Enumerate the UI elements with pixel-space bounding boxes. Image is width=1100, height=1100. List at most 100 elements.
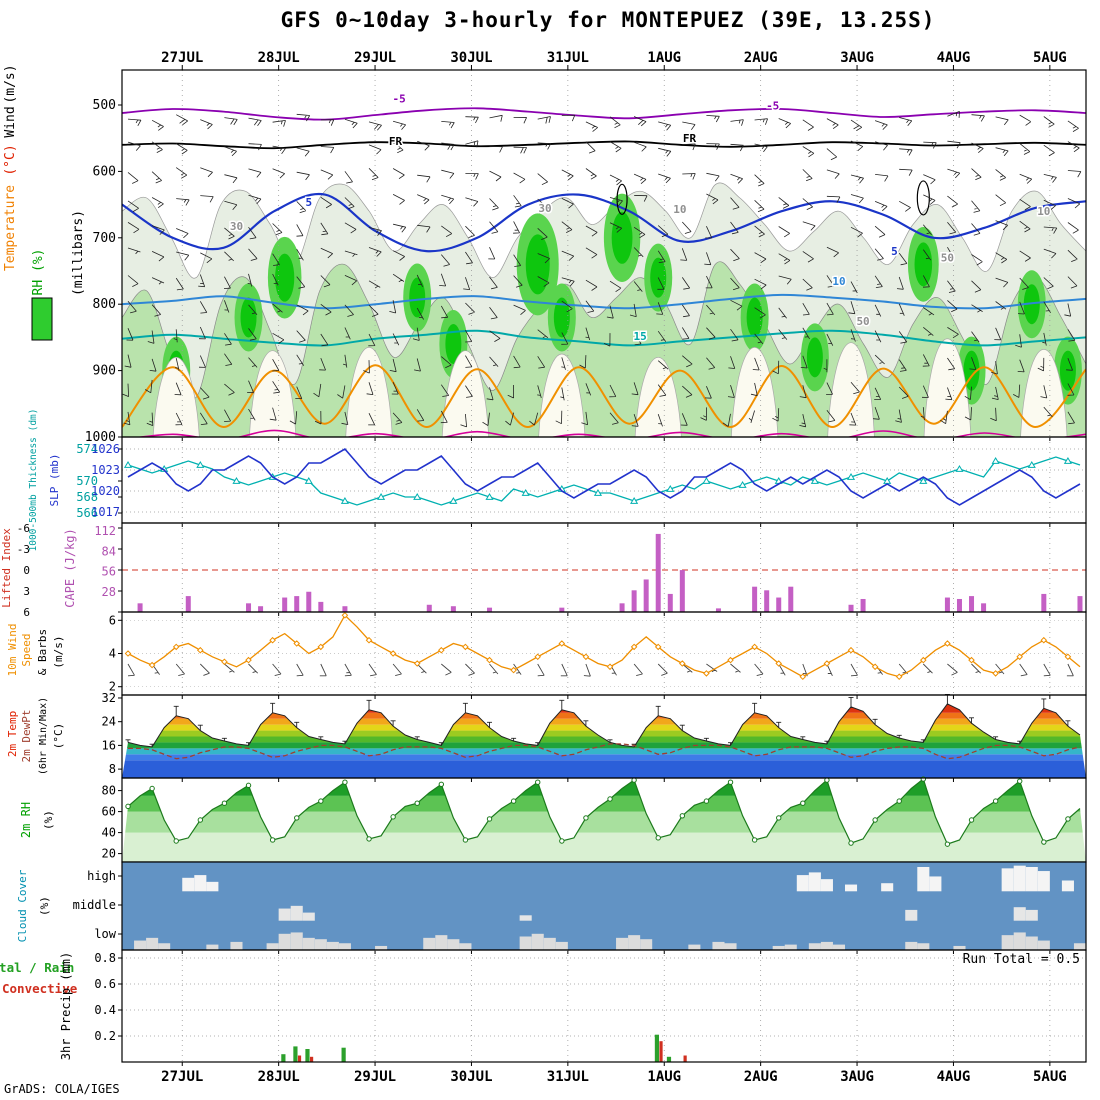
cape-bar — [450, 606, 456, 612]
cape-bar — [487, 607, 493, 612]
thickness-line — [127, 456, 1081, 506]
svg-text:2AUG: 2AUG — [744, 1069, 778, 1085]
cloud-bar-low — [688, 944, 701, 950]
svg-text:10: 10 — [1037, 205, 1050, 218]
svg-text:& Barbs: & Barbs — [36, 629, 49, 675]
svg-text:28: 28 — [102, 585, 116, 599]
svg-text:5AUG: 5AUG — [1033, 1069, 1067, 1085]
svg-text:24: 24 — [102, 715, 116, 729]
panel-cape-lifted-index: -6 -3 0 3 6 112 84 56 28 Lifted Index CAPE (J/kg) — [0, 522, 1087, 619]
cape-bar — [752, 586, 758, 612]
svg-text:10m Wind: 10m Wind — [6, 624, 19, 677]
svg-text:900: 900 — [93, 364, 116, 379]
isotherm-15 — [122, 329, 1086, 347]
svg-text:574: 574 — [76, 442, 98, 456]
cloud-bar-low — [1037, 940, 1050, 950]
precip-bar-total — [654, 1034, 660, 1062]
cloud-bar-high — [194, 875, 207, 892]
svg-text:(°C): (°C) — [3, 144, 18, 175]
svg-text:15: 15 — [634, 330, 647, 343]
cape-bar — [679, 570, 685, 612]
svg-text:FR: FR — [389, 135, 403, 148]
run-total-label: Run Total = 0.5 — [963, 952, 1080, 967]
svg-text:1AUG: 1AUG — [647, 50, 681, 66]
svg-text:1000-500mb Thickness (dm): 1000-500mb Thickness (dm) — [28, 409, 39, 552]
svg-text:0.8: 0.8 — [94, 951, 116, 965]
cloud-bar-low — [447, 939, 460, 950]
precip-bar-convective — [309, 1056, 314, 1062]
svg-text:-5: -5 — [393, 92, 406, 105]
cloud-bar-low — [832, 944, 846, 950]
cloud-bar-high — [182, 877, 195, 892]
svg-text:FR: FR — [683, 132, 697, 145]
cape-bar — [643, 579, 649, 612]
dewpoint-line — [128, 743, 1081, 760]
svg-text:0.4: 0.4 — [94, 1003, 116, 1017]
cloud-panel-bg — [122, 862, 1086, 950]
cloud-bar-low — [519, 936, 532, 950]
svg-text:27JUL: 27JUL — [161, 1069, 203, 1085]
svg-text:4: 4 — [109, 647, 116, 661]
svg-text:8: 8 — [109, 762, 116, 776]
svg-text:(m/s): (m/s) — [3, 64, 18, 103]
svg-text:568: 568 — [76, 490, 98, 504]
cape-bar — [788, 586, 794, 612]
svg-text:50: 50 — [941, 252, 954, 265]
svg-text:5: 5 — [305, 196, 312, 209]
cloud-bar-low — [423, 937, 436, 950]
svg-text:566: 566 — [76, 506, 98, 520]
cloud-bar-low — [459, 943, 472, 950]
cloud-bar-low — [905, 941, 918, 950]
cape-bar — [246, 603, 252, 612]
svg-text:50: 50 — [856, 315, 869, 328]
chart-title: GFS 0~10day 3-hourly for MONTEPUEZ (39E,… — [280, 8, 936, 32]
cape-bar — [426, 604, 432, 612]
svg-text:0: 0 — [23, 564, 30, 577]
panel-upper-air: -5 -5 FR FR 5 5 10 15 30 30 10 10 50 50 500 600 700 800 90… — [3, 64, 1087, 445]
svg-text:30JUL: 30JUL — [450, 50, 492, 66]
panel-2m-temp-dewpt: 8 16 24 32 2m Temp 2m DewPt (6hr Min/Max) (°C) — [6, 691, 1087, 782]
svg-text:30: 30 — [230, 220, 243, 233]
cloud-bar-low — [772, 945, 785, 950]
cloud-bar-low — [314, 939, 327, 950]
isotherm--5 — [122, 107, 1086, 121]
svg-text:1017: 1017 — [91, 505, 120, 519]
cloud-bar-middle — [519, 915, 532, 921]
cape-bar — [631, 590, 637, 612]
svg-text:56: 56 — [102, 565, 116, 579]
cape-bar — [1041, 593, 1047, 612]
svg-text:6: 6 — [23, 606, 30, 619]
svg-text:Cloud Cover: Cloud Cover — [16, 869, 29, 942]
svg-text:Wind: Wind — [3, 106, 18, 137]
svg-text:RH (%): RH (%) — [31, 249, 46, 296]
panel-10m-wind: 2 4 6 10m Wind Speed & Barbs (m/s) — [6, 611, 1087, 699]
svg-text:(%): (%) — [42, 810, 55, 830]
svg-text:4AUG: 4AUG — [937, 50, 971, 66]
cloud-bar-low — [435, 935, 448, 950]
svg-text:Temperature: Temperature — [3, 185, 18, 271]
rh-legend-swatch — [31, 297, 53, 341]
svg-text:-6: -6 — [17, 522, 30, 535]
cape-bar — [860, 598, 866, 612]
cloud-bar-low — [302, 937, 315, 950]
cloud-bar-high — [917, 867, 930, 892]
svg-text:3hr Precip (mm): 3hr Precip (mm) — [59, 952, 73, 1060]
cape-bar — [715, 608, 721, 612]
svg-text:27JUL: 27JUL — [161, 50, 203, 66]
cape-bar — [318, 601, 324, 612]
precip-bar-total — [341, 1047, 346, 1062]
svg-text:1000: 1000 — [85, 430, 116, 445]
svg-text:1023: 1023 — [91, 463, 120, 477]
panel-slp-thickness: 574 570 568 566 1026 1023 1020 1017 1000-500mb T… — [28, 409, 1087, 552]
grads-credit: GrADS: COLA/IGES — [4, 1082, 120, 1096]
time-axis: 27JUL 27JUL 28JUL 28JUL 29JUL 29JUL 30JUL 30JUL… — [161, 50, 1067, 1085]
svg-text:80: 80 — [102, 784, 116, 798]
svg-text:3AUG: 3AUG — [840, 1069, 874, 1085]
cape-bar — [282, 597, 288, 612]
svg-text:10: 10 — [673, 203, 686, 216]
isotherm-FR — [122, 140, 1086, 150]
cloud-bar-low — [784, 944, 797, 950]
svg-text:high: high — [87, 869, 116, 883]
cloud-bar-low — [1001, 935, 1014, 950]
